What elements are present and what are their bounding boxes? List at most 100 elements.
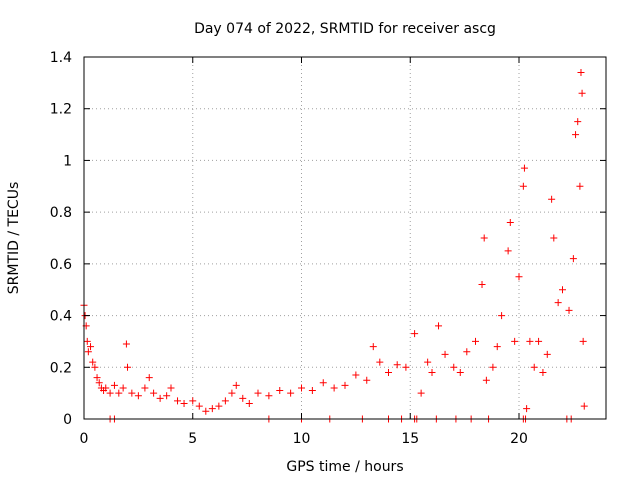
data-point (520, 164, 528, 172)
data-point (498, 312, 506, 320)
data-point (580, 402, 588, 410)
data-point (504, 247, 512, 255)
data-point (577, 69, 585, 77)
data-point (174, 397, 182, 405)
data-point (208, 405, 216, 413)
data-point (550, 234, 558, 242)
data-point (352, 371, 360, 379)
data-point (156, 394, 164, 402)
y-tick-label: 0.4 (50, 309, 72, 325)
y-tick-label: 0.8 (50, 205, 72, 221)
data-point (163, 392, 171, 400)
data-point (145, 374, 153, 382)
data-point (87, 343, 95, 351)
x-tick-label: 10 (293, 431, 311, 447)
data-point (115, 389, 123, 397)
data-point (228, 389, 236, 397)
y-tick-label: 1.4 (50, 50, 72, 66)
data-point (456, 368, 464, 376)
data-point (245, 399, 253, 407)
data-point (548, 195, 556, 203)
data-point (128, 389, 136, 397)
data-point (189, 397, 197, 405)
data-point (523, 405, 531, 413)
data-point (83, 337, 91, 345)
data-point (89, 358, 97, 366)
data-point (441, 350, 449, 358)
data-point (411, 330, 419, 338)
data-point (539, 368, 547, 376)
data-point (95, 379, 103, 387)
data-point (480, 234, 488, 242)
data-point (91, 363, 99, 371)
data-point (578, 89, 586, 97)
data-point (150, 389, 158, 397)
data-point (93, 374, 101, 382)
data-point (215, 402, 223, 410)
data-point (254, 389, 262, 397)
data-point (511, 337, 519, 345)
data-point (450, 363, 458, 371)
data-point (124, 363, 131, 371)
data-point (167, 384, 175, 392)
data-point (565, 306, 573, 314)
data-point (341, 381, 349, 389)
data-point (141, 384, 149, 392)
data-point (393, 361, 401, 369)
data-point (265, 392, 273, 400)
data-point (424, 358, 432, 366)
data-point (195, 402, 203, 410)
data-point (519, 182, 527, 190)
data-point (576, 182, 584, 190)
data-point (482, 376, 490, 384)
grid-layer (84, 57, 606, 419)
chart-title: Day 074 of 2022, SRMTID for receiver asc… (194, 21, 496, 37)
x-tick-label: 0 (80, 431, 89, 447)
data-point (489, 363, 497, 371)
y-tick-label: 0.2 (50, 360, 72, 376)
data-point (428, 368, 436, 376)
y-tick-label: 0 (63, 412, 72, 428)
data-point (493, 343, 501, 351)
y-axis-label: SRMTID / TECUs (6, 182, 22, 295)
data-point (385, 368, 392, 376)
x-tick-label: 20 (510, 431, 528, 447)
data-point (232, 381, 240, 389)
data-point (110, 381, 118, 389)
data-point (276, 387, 284, 395)
data-point (543, 350, 551, 358)
data-point (569, 255, 577, 263)
data-point (472, 337, 479, 345)
x-axis-label: GPS time / hours (286, 459, 403, 475)
data-point (530, 363, 538, 371)
data-point (308, 387, 316, 395)
data-point (319, 379, 327, 387)
data-point (535, 337, 543, 345)
data-point (239, 394, 247, 402)
labels-layer: 0 5 10 15 20 0 0.2 0.4 0.6 0.8 1 1.2 1.4 (50, 50, 528, 447)
data-point (180, 399, 188, 407)
x-tick-label: 15 (401, 431, 419, 447)
data-point (435, 322, 443, 330)
data-point (369, 343, 377, 351)
data-point (102, 384, 110, 392)
ticks-layer (83, 56, 606, 420)
data-point (478, 281, 486, 289)
data-point (579, 337, 587, 345)
x-tick-label: 5 (188, 431, 197, 447)
y-tick-label: 1.2 (50, 102, 72, 118)
plot-frame (83, 56, 607, 420)
data-point (572, 131, 580, 139)
data-point (119, 384, 127, 392)
data-point (202, 407, 210, 415)
data-point (526, 337, 534, 345)
data-point (463, 348, 471, 356)
data-point (330, 384, 338, 392)
data-point (515, 273, 523, 281)
data-point (402, 363, 410, 371)
y-tick-label: 0.6 (50, 257, 72, 273)
data-point (363, 376, 371, 384)
